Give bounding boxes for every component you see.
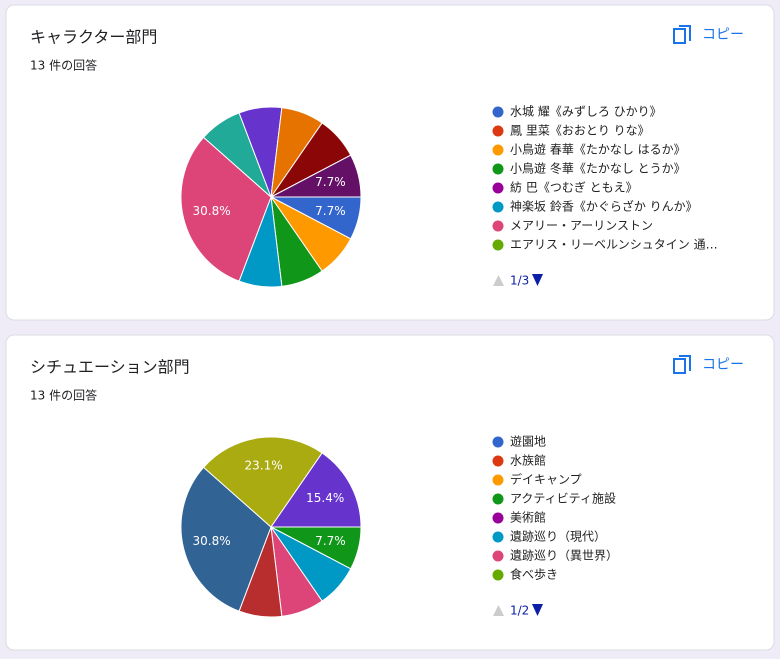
legend-swatch: [492, 182, 504, 194]
slice-label: 7.7%: [315, 204, 346, 218]
legend-page: 1/2: [510, 604, 529, 618]
slice-label: 23.1%: [245, 459, 283, 473]
pager-next[interactable]: [532, 274, 543, 286]
legend-label: メアリー・アーリンストン: [510, 219, 653, 233]
legend-swatch: [492, 239, 504, 251]
card-title: シチュエーション部門: [30, 358, 190, 377]
legend-label: 遺跡巡り（現代）: [510, 529, 606, 544]
legend-label: 遺跡巡り（異世界）: [510, 548, 618, 563]
card-title: キャラクター部門: [30, 28, 157, 47]
card: シチュエーション部門 13 件の回答 コピー 7.7% 30.8% 23.1% 15.4% 遊…: [5, 334, 775, 651]
legend-label: 遊園地: [510, 434, 546, 449]
legend-page: 1/3: [510, 274, 529, 288]
legend-swatch: [492, 220, 504, 232]
legend-swatch: [492, 569, 504, 581]
legend-label: アクティビティ施設: [510, 491, 616, 506]
legend-swatch: [492, 493, 504, 505]
copy-button[interactable]: コピー: [673, 355, 744, 374]
pie-slice: [202, 436, 323, 528]
legend-swatch: [492, 436, 504, 448]
legend-label: 小鳥遊 冬華《たかなし とうか》: [510, 161, 686, 176]
card-bg: [5, 334, 775, 651]
slice-label: 15.4%: [306, 491, 344, 505]
legend-label: 美術館: [510, 510, 546, 525]
slice-label: 7.7%: [315, 534, 346, 548]
legend-swatch: [492, 125, 504, 137]
copy-label: コピー: [702, 357, 744, 373]
legend-swatch: [492, 455, 504, 467]
legend-label: 小鳥遊 春華《たかなし はるか》: [510, 142, 686, 157]
slice-label: 30.8%: [193, 534, 231, 548]
copy-button[interactable]: コピー: [673, 25, 744, 44]
legend-swatch: [492, 550, 504, 562]
copy-label: コピー: [702, 27, 744, 43]
pie-slice: [180, 136, 272, 282]
legend-swatch: [492, 474, 504, 486]
copy-icon-front: [679, 355, 691, 371]
legend-swatch: [492, 106, 504, 118]
pager-next[interactable]: [532, 604, 543, 616]
legend-swatch: [492, 531, 504, 543]
copy-icon-back: [673, 358, 686, 374]
legend-label: デイキャンプ: [510, 472, 582, 487]
legend-label: 食べ歩き: [510, 567, 558, 582]
legend-swatch: [492, 163, 504, 175]
legend-label: 神楽坂 鈴香《かぐらざか りんか》: [510, 199, 698, 214]
legend-swatch: [492, 512, 504, 524]
pie-slice: [180, 466, 272, 612]
copy-icon-front: [679, 25, 691, 41]
copy-icon-back: [673, 28, 686, 44]
legend-swatch: [492, 144, 504, 156]
pager-prev[interactable]: [493, 275, 504, 286]
legend-label: 鳳 里菜《おおとり りな》: [510, 124, 650, 138]
pie-slice: [270, 452, 362, 528]
pie-slice: [270, 154, 362, 198]
legend-swatch: [492, 201, 504, 213]
legend-label: 水城 耀《みずしろ ひかり》: [510, 105, 662, 119]
legend-label: 水族館: [510, 453, 546, 468]
legend-label: 紡 巴《つむぎ ともえ》: [510, 180, 638, 195]
response-count: 13 件の回答: [30, 58, 97, 73]
card: キャラクター部門 13 件の回答 コピー 7.7% 30.8% 7.7% 水城 耀《みずしろ…: [5, 4, 775, 321]
legend-label: エアリス・リーベルンシュタイン 通…: [510, 238, 718, 252]
slice-label: 30.8%: [193, 204, 231, 218]
pager-prev[interactable]: [493, 605, 504, 616]
slice-label: 7.7%: [315, 175, 346, 189]
response-count: 13 件の回答: [30, 388, 97, 403]
